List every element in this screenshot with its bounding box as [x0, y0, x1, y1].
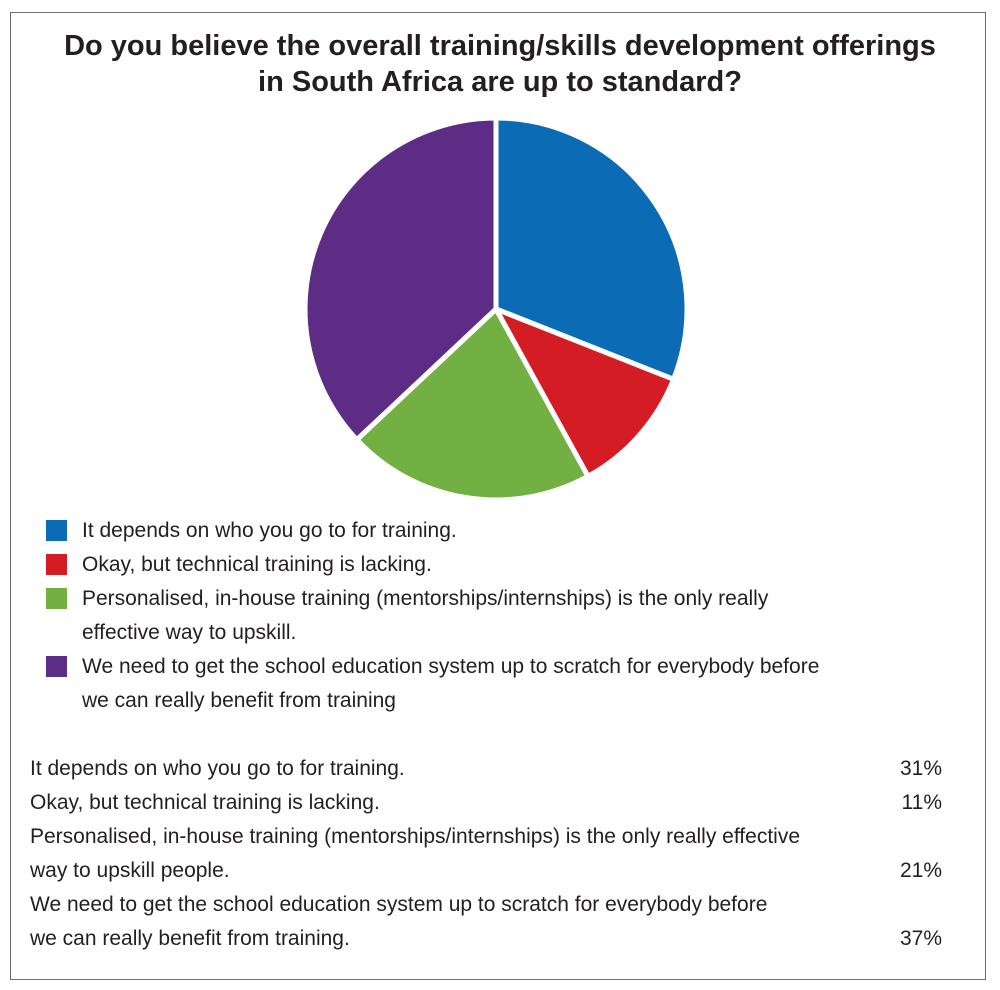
chart-title: Do you believe the overall training/skil… [20, 28, 980, 100]
legend-label-line: Okay, but technical training is lacking. [82, 553, 432, 576]
chart-legend: It depends on who you go to for training… [46, 514, 946, 718]
legend-swatch [46, 520, 67, 541]
row-value: 11% [901, 791, 942, 814]
slice-technical-lacking [493, 306, 677, 479]
chart-title-line-1: Do you believe the overall training/skil… [64, 30, 936, 62]
chart-title-line-2: in South Africa are up to standard? [258, 66, 742, 98]
legend-label-line: It depends on who you go to for training… [82, 519, 457, 542]
slice-it-depends [493, 115, 690, 382]
row-label-line: way to upskill people. [30, 859, 230, 882]
legend-label-line: we can really benefit from training [82, 689, 396, 712]
table-row: Personalised, in-house training (mentors… [30, 820, 950, 888]
row-label-line: Okay, but technical training is lacking. [30, 791, 380, 814]
legend-item: It depends on who you go to for training… [46, 514, 946, 548]
table-row: It depends on who you go to for training… [30, 752, 950, 786]
slice-personalised-inhouse [354, 306, 591, 503]
slice-school-education [302, 115, 499, 443]
legend-item: We need to get the school education syst… [46, 650, 946, 718]
legend-label-line: effective way to upskill. [82, 621, 297, 644]
legend-item: Personalised, in-house training (mentors… [46, 582, 946, 650]
row-label-line: It depends on who you go to for training… [30, 757, 405, 780]
legend-item: Okay, but technical training is lacking. [46, 548, 946, 582]
row-value: 21% [899, 859, 942, 882]
row-label-line: we can really benefit from training. [30, 927, 350, 950]
legend-label-line: We need to get the school education syst… [82, 655, 820, 678]
row-value: 37% [899, 927, 942, 950]
row-label-line: Personalised, in-house training (mentors… [30, 825, 800, 848]
legend-swatch [46, 656, 67, 677]
row-label-line: We need to get the school education syst… [30, 893, 768, 916]
table-row: Okay, but technical training is lacking.… [30, 786, 950, 820]
legend-swatch [46, 588, 67, 609]
legend-label-line: Personalised, in-house training (mentors… [82, 587, 769, 610]
pie-chart [302, 115, 690, 503]
chart-frame [10, 12, 986, 980]
legend-swatch [46, 554, 67, 575]
table-row: We need to get the school education syst… [30, 888, 950, 956]
row-value: 31% [899, 757, 942, 780]
data-table: It depends on who you go to for training… [30, 752, 950, 956]
